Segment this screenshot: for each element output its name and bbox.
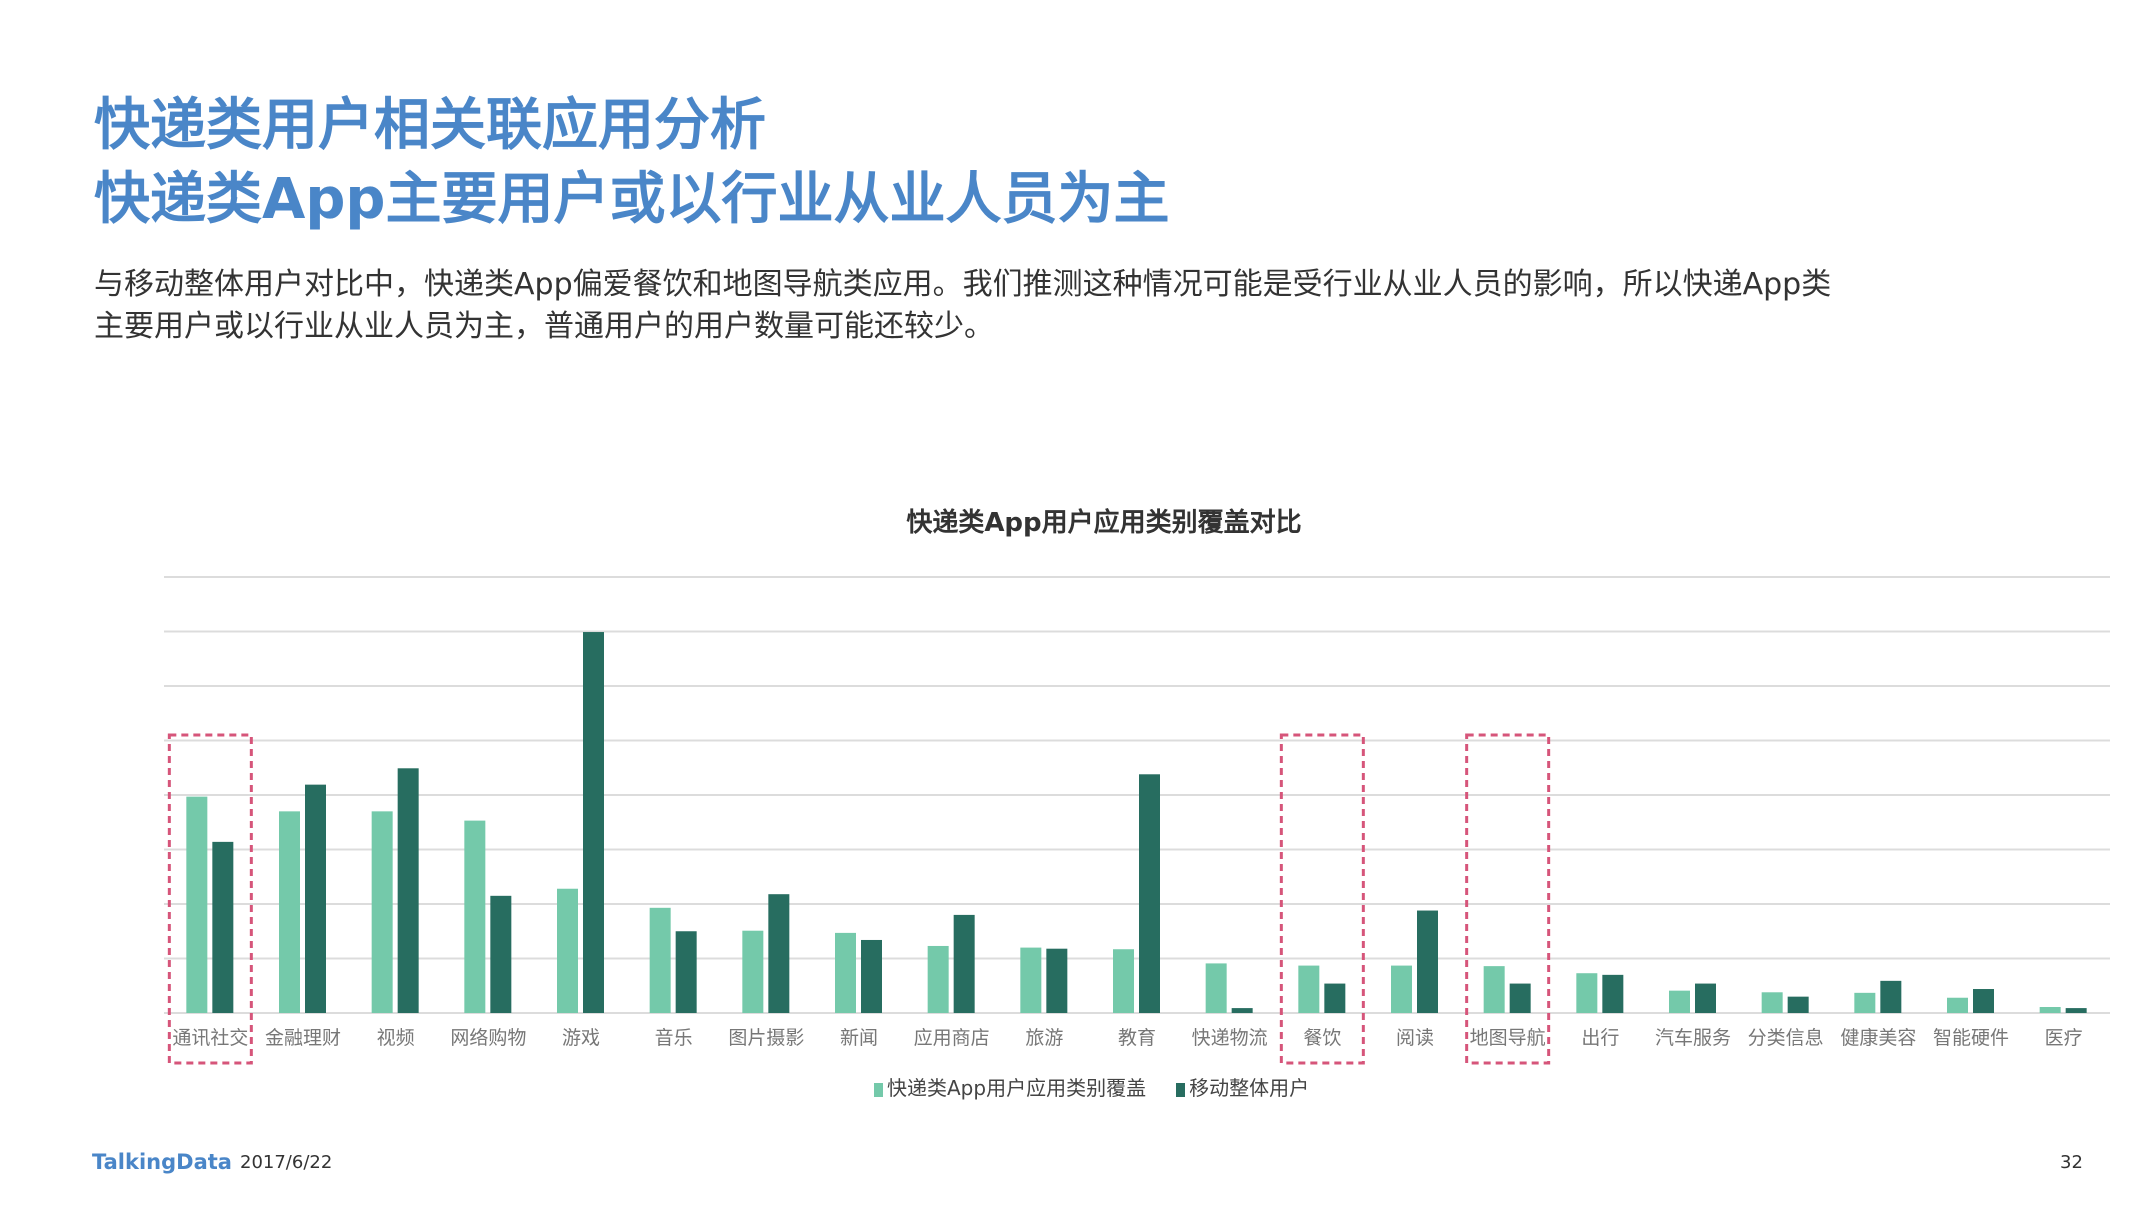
bar-express-app	[1669, 990, 1690, 1013]
page-number: 32	[2060, 1152, 2083, 1173]
bar-express-app	[742, 930, 764, 1013]
bar-express-app	[1113, 949, 1134, 1013]
bar-mobile-overall	[1602, 974, 1624, 1013]
x-tick-label: 音乐	[655, 1027, 693, 1049]
footer-date: 2017/6/22	[240, 1152, 333, 1173]
page-title-line1: 快递类用户相关联应用分析	[94, 93, 766, 158]
legend-item-series1: 快递类App用户应用类别覆盖	[874, 1072, 1146, 1101]
x-tick-label: 图片摄影	[728, 1027, 804, 1049]
bar-express-app	[557, 888, 578, 1013]
bar-express-app	[279, 811, 300, 1013]
x-tick-label: 旅游	[1025, 1027, 1063, 1049]
description-line2: 主要用户或以行业从业人员为主，普通用户的用户数量可能还较少。	[94, 309, 994, 344]
x-tick-label: 教育	[1118, 1027, 1156, 1049]
talkingdata-logo: TalkingData	[92, 1150, 232, 1174]
x-tick-label: 通讯社交	[172, 1027, 248, 1049]
highlight-box	[1279, 733, 1365, 1065]
bar-express-app	[1947, 997, 1968, 1013]
bar-mobile-overall	[1695, 983, 1716, 1013]
legend-item-series2: 移动整体用户	[1176, 1072, 1309, 1101]
legend-label: 移动整体用户	[1189, 1076, 1310, 1100]
bar-mobile-overall	[2065, 1008, 2087, 1013]
bar-express-app	[1391, 965, 1412, 1013]
x-tick-label: 应用商店	[914, 1027, 990, 1049]
x-tick-label: 健康美容	[1840, 1027, 1916, 1049]
bar-express-app	[1576, 973, 1598, 1013]
legend-swatch	[1176, 1082, 1186, 1097]
highlight-box	[167, 733, 253, 1065]
bar-mobile-overall	[1417, 910, 1438, 1013]
bar-mobile-overall	[490, 895, 512, 1013]
bar-mobile-overall	[953, 914, 975, 1013]
x-tick-label: 金融理财	[265, 1027, 341, 1049]
chart-title: 快递类App用户应用类别覆盖对比	[906, 508, 1302, 538]
bar-mobile-overall	[1973, 989, 1994, 1013]
bar-mobile-overall	[1231, 1008, 1253, 1013]
x-tick-label: 出行	[1581, 1027, 1619, 1049]
page-title-line2: 快递类App主要用户或以行业从业人员为主	[94, 167, 1170, 232]
x-tick-label: 快递物流	[1192, 1027, 1268, 1049]
x-tick-label: 网络购物	[450, 1027, 526, 1049]
bar-mobile-overall	[397, 768, 419, 1013]
bar-express-app	[1854, 992, 1876, 1013]
bar-express-app	[649, 907, 671, 1013]
bar-mobile-overall	[1139, 774, 1160, 1013]
x-tick-label: 视频	[377, 1027, 415, 1049]
bar-mobile-overall	[1046, 948, 1068, 1013]
x-tick-label: 分类信息	[1748, 1027, 1824, 1049]
legend-swatch	[874, 1082, 883, 1097]
description: 与移动整体用户对比中，快递类App偏爱餐饮和地图导航类应用。我们推测这种情况可能…	[94, 264, 1831, 348]
bar-mobile-overall	[1880, 980, 1902, 1013]
bar-mobile-overall	[861, 939, 882, 1013]
x-tick-label: 新闻	[840, 1027, 878, 1049]
x-tick-label: 汽车服务	[1655, 1027, 1731, 1049]
bar-express-app	[186, 796, 208, 1013]
bar-express-app	[927, 945, 949, 1013]
bar-express-app	[1205, 963, 1227, 1013]
bar-mobile-overall	[305, 784, 326, 1013]
bar-mobile-overall	[1324, 983, 1346, 1013]
legend-label: 快递类App用户应用类别覆盖	[887, 1076, 1147, 1100]
description-line1: 与移动整体用户对比中，快递类App偏爱餐饮和地图导航类应用。我们推测这种情况可能…	[94, 267, 1832, 302]
x-tick-label: 阅读	[1396, 1027, 1434, 1049]
x-tick-label: 餐饮	[1303, 1027, 1341, 1049]
bar-mobile-overall	[675, 931, 697, 1013]
x-tick-label: 游戏	[562, 1027, 600, 1049]
bar-mobile-overall	[1509, 983, 1531, 1013]
bar-express-app	[835, 932, 856, 1013]
x-tick-label: 地图导航	[1470, 1027, 1546, 1049]
bar-express-app	[1761, 992, 1783, 1013]
bar-express-app	[1483, 966, 1505, 1013]
chart-legend: 快递类App用户应用类别覆盖 移动整体用户	[874, 1072, 1309, 1101]
highlight-box	[1465, 733, 1551, 1065]
x-tick-label: 医疗	[2045, 1027, 2083, 1049]
bar-mobile-overall	[768, 894, 790, 1013]
bar-express-app	[2039, 1007, 2061, 1013]
bar-express-app	[464, 820, 486, 1013]
bar-mobile-overall	[212, 841, 234, 1013]
bar-express-app	[371, 811, 393, 1013]
bar-mobile-overall	[583, 632, 604, 1013]
bar-express-app	[1298, 965, 1320, 1013]
x-tick-label: 智能硬件	[1933, 1027, 2009, 1049]
bar-express-app	[1020, 947, 1042, 1013]
bar-mobile-overall	[1787, 996, 1809, 1013]
